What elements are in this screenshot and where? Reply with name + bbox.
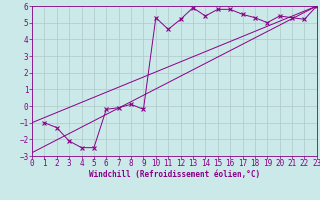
X-axis label: Windchill (Refroidissement éolien,°C): Windchill (Refroidissement éolien,°C) — [89, 170, 260, 179]
